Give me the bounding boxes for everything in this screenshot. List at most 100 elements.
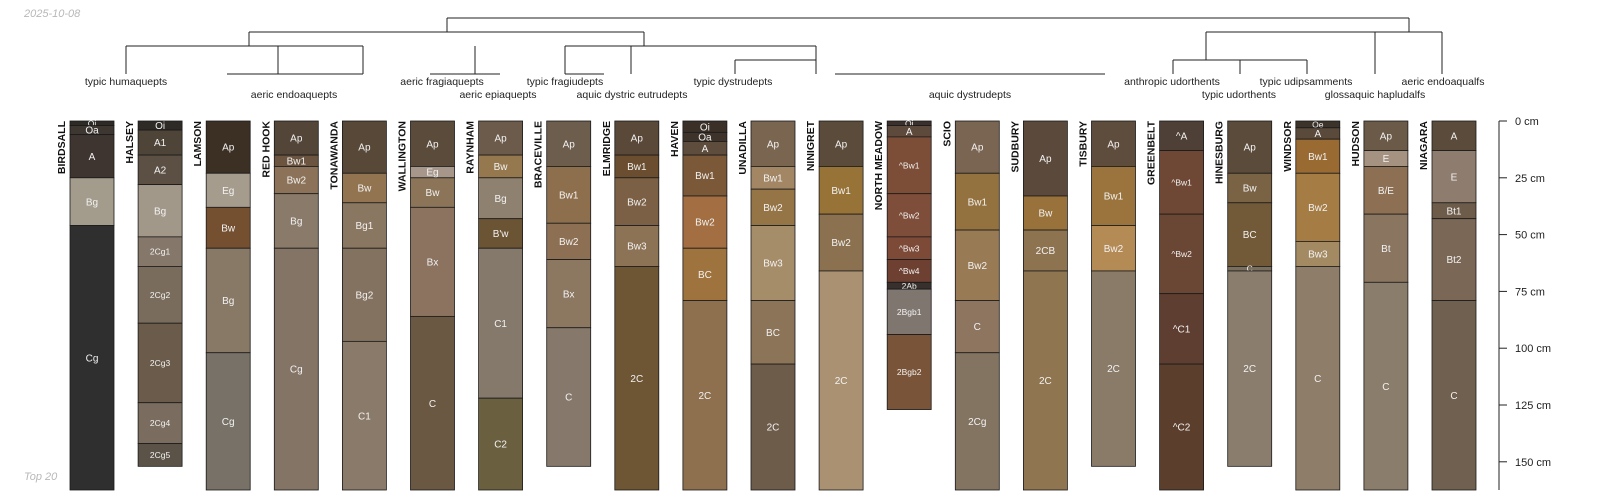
horizon-label: Bw1 bbox=[968, 197, 988, 208]
profile-name: SUDBURY bbox=[1009, 121, 1021, 173]
horizon-label: Oi bbox=[88, 118, 97, 128]
horizon-label: Ap bbox=[563, 139, 576, 150]
horizon-label: Bt bbox=[1381, 244, 1391, 255]
horizon-label: Bw2 bbox=[695, 218, 715, 229]
horizon-label: ^Bw1 bbox=[899, 160, 920, 170]
horizon-label: A2 bbox=[154, 165, 167, 176]
horizon-label: Cg bbox=[290, 365, 303, 376]
horizon bbox=[410, 315, 455, 491]
horizon bbox=[818, 213, 864, 272]
horizon-label: Bw bbox=[1243, 184, 1258, 195]
horizon bbox=[750, 120, 796, 167]
horizon-label: Oa bbox=[85, 126, 99, 137]
horizon-label: Ap bbox=[835, 139, 848, 150]
horizon bbox=[1363, 281, 1409, 491]
dendrogram-label: aeric endoaquepts bbox=[251, 89, 337, 101]
profile-wallington: Ap Eg Bw Bx C WALLINGTON bbox=[397, 120, 455, 491]
profile-ninigret: Ap Bw1 Bw2 2C NINIGRET bbox=[805, 120, 864, 491]
profile-name: RED HOOK bbox=[260, 121, 272, 178]
profile-tisbury: Ap Bw1 Bw2 2C TISBURY bbox=[1078, 120, 1136, 467]
horizon bbox=[1363, 213, 1409, 283]
depth-tick-label: 125 cm bbox=[1515, 400, 1551, 412]
horizon-label: Bw bbox=[1038, 209, 1053, 220]
profile-name: HUDSON bbox=[1350, 121, 1362, 167]
horizon bbox=[1431, 218, 1477, 301]
profile-name: HAVEN bbox=[669, 121, 681, 157]
horizon-label: 2Cg4 bbox=[150, 418, 171, 428]
profile-scio: Ap Bw1 Bw2 C 2Cg SCIO bbox=[941, 120, 1000, 491]
horizon bbox=[614, 177, 660, 226]
profile-name: NIAGARA bbox=[1418, 121, 1430, 170]
date-stamp: 2025-10-08 bbox=[24, 8, 81, 20]
horizon-label: 2Cg1 bbox=[150, 247, 171, 257]
horizon bbox=[410, 120, 455, 167]
depth-axis: 0 cm 25 cm 50 cm 75 cm 100 cm 125 cm 150 cm bbox=[1498, 116, 1551, 490]
profile-halsey: Oi A1 A2 Bg 2Cg1 2Cg2 2Cg3 2Cg4 2Cg5 HALSEY bbox=[124, 120, 183, 467]
horizon bbox=[954, 352, 1000, 491]
horizon bbox=[614, 225, 660, 267]
horizon-label: Bg bbox=[222, 296, 234, 307]
horizon bbox=[546, 259, 592, 329]
profile-elmridge: Ap Bw1 Bw2 Bw3 2C ELMRIDGE bbox=[601, 120, 660, 491]
horizon bbox=[954, 300, 1000, 354]
dendrogram bbox=[125, 17, 1443, 75]
dendrogram-label: aeric epiaquepts bbox=[459, 89, 536, 101]
dendrogram-label: typic dystrudepts bbox=[694, 76, 773, 88]
horizon-label: Eg bbox=[426, 168, 438, 179]
horizon-label: Bw3 bbox=[763, 259, 783, 270]
horizon bbox=[1159, 150, 1204, 215]
profile-name: BRACEVILLE bbox=[533, 121, 545, 188]
profile-name: NINIGRET bbox=[805, 120, 817, 171]
horizon-label: Bw1 bbox=[1104, 192, 1124, 203]
profile-north-meadow: OiA ^Bw1 ^Bw2 ^Bw3 ^Bw4 2Ab 2Bgb1 2Bgb2 NORTH ME… bbox=[873, 118, 932, 410]
horizon bbox=[137, 154, 183, 186]
horizon bbox=[341, 202, 387, 249]
profile-name: LAMSON bbox=[192, 121, 204, 167]
horizon-label: Bw1 bbox=[627, 162, 647, 173]
profile-name: UNADILLA bbox=[737, 121, 749, 175]
horizon bbox=[137, 236, 183, 267]
profile-name: ELMRIDGE bbox=[601, 121, 613, 176]
profile-hinesburg: Ap Bw BC C 2C HINESBURG bbox=[1214, 120, 1273, 467]
horizon bbox=[546, 120, 592, 167]
horizon-label: 2CB bbox=[1036, 246, 1056, 257]
dendrogram-label: typic udipsamments bbox=[1260, 76, 1353, 88]
horizon-label: Ap bbox=[1107, 139, 1120, 150]
horizon bbox=[273, 193, 319, 249]
profile-name: HALSEY bbox=[124, 121, 136, 164]
horizon-label: Ap bbox=[1380, 131, 1393, 142]
horizon-label: ^Bw3 bbox=[899, 243, 920, 253]
horizon-label: Bw1 bbox=[695, 171, 715, 182]
horizon bbox=[69, 134, 115, 179]
horizon bbox=[341, 247, 387, 342]
horizon-label: 2Ab bbox=[902, 281, 917, 291]
horizon bbox=[886, 288, 932, 335]
horizon-label: Oa bbox=[698, 133, 712, 144]
dendrogram-label: typic udorthents bbox=[1202, 89, 1276, 101]
depth-tick-label: 0 cm bbox=[1515, 116, 1539, 128]
horizon-label: Ap bbox=[767, 139, 780, 150]
horizon-label: A bbox=[89, 152, 96, 163]
horizon-label: ^Bw1 bbox=[1171, 177, 1192, 187]
horizon bbox=[886, 193, 932, 238]
horizon bbox=[1159, 363, 1204, 491]
horizon-label: ^C2 bbox=[1173, 423, 1191, 434]
horizon bbox=[1431, 150, 1477, 204]
horizon bbox=[1023, 120, 1068, 197]
profile-name: SCIO bbox=[941, 121, 953, 147]
profile-name: TISBURY bbox=[1078, 121, 1090, 167]
horizon-label: 2Cg5 bbox=[150, 450, 171, 460]
horizon-label: C bbox=[1450, 391, 1457, 402]
horizon bbox=[750, 188, 796, 226]
horizon-label: Bw3 bbox=[1308, 250, 1328, 261]
horizon bbox=[750, 363, 796, 491]
horizon bbox=[341, 340, 387, 491]
horizon-label: ^Bw2 bbox=[899, 210, 920, 220]
depth-tick-label: 75 cm bbox=[1515, 286, 1545, 298]
horizon-label: Bg2 bbox=[356, 290, 374, 301]
horizon-label: Bw2 bbox=[287, 176, 307, 187]
horizon bbox=[478, 247, 524, 399]
horizon bbox=[273, 247, 319, 491]
horizon-label: Bw bbox=[494, 162, 509, 173]
